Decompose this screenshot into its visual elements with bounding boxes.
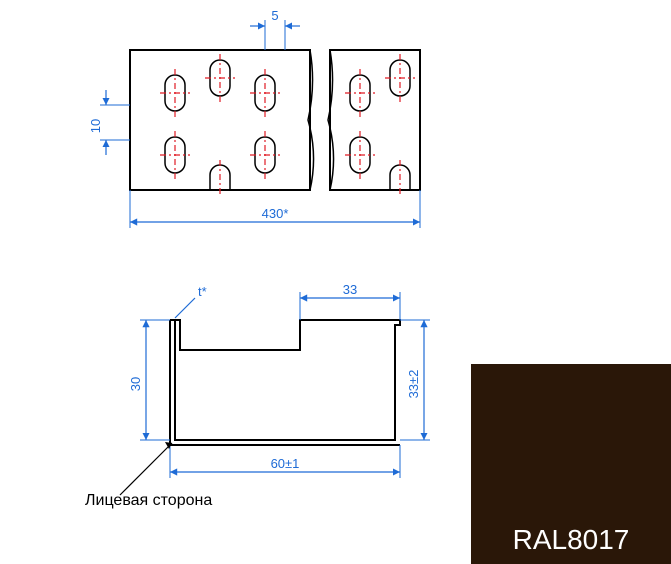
- swatch-label: RAL8017: [513, 524, 630, 556]
- dim-w: 60±1: [271, 456, 300, 471]
- dim-gap: 5: [271, 8, 278, 23]
- top-view: 430* 5 10: [88, 8, 420, 228]
- face-side-label: Лицевая сторона: [85, 492, 212, 510]
- dim-h1: 30: [128, 377, 143, 391]
- dim-total: 430*: [262, 206, 289, 221]
- dim-top: 33: [343, 282, 357, 297]
- slots: [160, 54, 415, 196]
- dim-h2: 33±2: [406, 370, 421, 399]
- color-swatch: RAL8017: [471, 364, 671, 564]
- t-label: t*: [198, 284, 207, 299]
- dim-v: 10: [88, 119, 103, 133]
- profile-view: 60±1 30 33±2 33 t*: [120, 282, 430, 495]
